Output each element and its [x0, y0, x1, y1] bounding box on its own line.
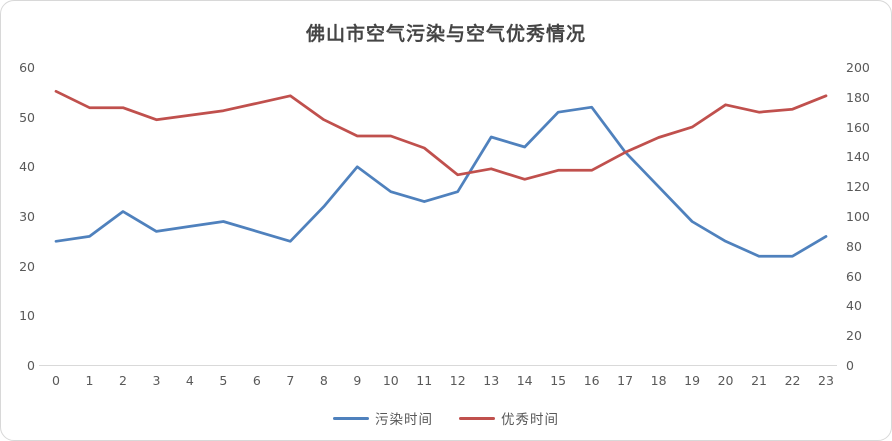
- tick-label: 19: [684, 373, 701, 388]
- legend-item-pollution: 污染时间: [333, 408, 433, 428]
- legend-line-swatch-pollution: [333, 416, 369, 420]
- tick-label: 22: [784, 373, 801, 388]
- legend-item-excellent: 优秀时间: [459, 408, 559, 428]
- tick-label: 0: [27, 358, 35, 373]
- tick-label: 40: [19, 159, 35, 175]
- tick-label: 14: [516, 373, 533, 388]
- chart-title: 佛山市空气污染与空气优秀情况: [305, 23, 586, 45]
- tick-label: 40: [846, 298, 862, 314]
- tick-label: 5: [219, 373, 228, 388]
- tick-label: 60: [19, 60, 35, 75]
- tick-label: 200: [846, 60, 870, 75]
- tick-label: 15: [550, 373, 567, 388]
- tick-label: 0: [52, 373, 60, 388]
- tick-label: 16: [583, 373, 600, 388]
- tick-label: 6: [252, 373, 261, 388]
- chart-legend: 污染时间 优秀时间: [1, 408, 891, 428]
- legend-label-excellent: 优秀时间: [501, 412, 559, 428]
- pollution-series-line: [54, 105, 828, 258]
- tick-label: 160: [846, 119, 870, 135]
- tick-label: 7: [286, 373, 295, 388]
- tick-label: 10: [19, 308, 35, 324]
- tick-label: 3: [152, 373, 161, 388]
- excellent-series-line: [54, 89, 828, 181]
- tick-label: 50: [19, 109, 35, 125]
- tick-label: 21: [751, 373, 767, 388]
- tick-label: 20: [717, 373, 734, 388]
- tick-label: 0: [846, 358, 854, 373]
- tick-label: 1: [85, 373, 94, 388]
- tick-label: 180: [846, 89, 870, 105]
- tick-label: 30: [19, 209, 35, 224]
- tick-label: 120: [846, 179, 870, 195]
- tick-label: 2: [118, 373, 127, 388]
- tick-label: 10: [382, 373, 399, 388]
- tick-label: 20: [19, 258, 35, 274]
- tick-label: 8: [319, 373, 328, 388]
- legend-label-pollution: 污染时间: [375, 412, 433, 428]
- tick-label: 20: [846, 328, 862, 344]
- tick-label: 23: [818, 373, 834, 388]
- tick-label: 60: [846, 268, 862, 284]
- tick-label: 9: [353, 373, 362, 388]
- tick-label: 11: [416, 373, 433, 388]
- tick-label: 18: [650, 373, 667, 388]
- tick-label: 4: [185, 373, 194, 388]
- tick-label: 17: [617, 373, 634, 388]
- tick-label: 140: [846, 149, 870, 165]
- tick-label: 80: [846, 238, 862, 254]
- tick-label: 100: [846, 209, 870, 224]
- legend-line-swatch-excellent: [459, 416, 495, 420]
- tick-label: 13: [483, 373, 500, 388]
- tick-label: 12: [449, 373, 466, 388]
- x-axis-line: [39, 365, 837, 366]
